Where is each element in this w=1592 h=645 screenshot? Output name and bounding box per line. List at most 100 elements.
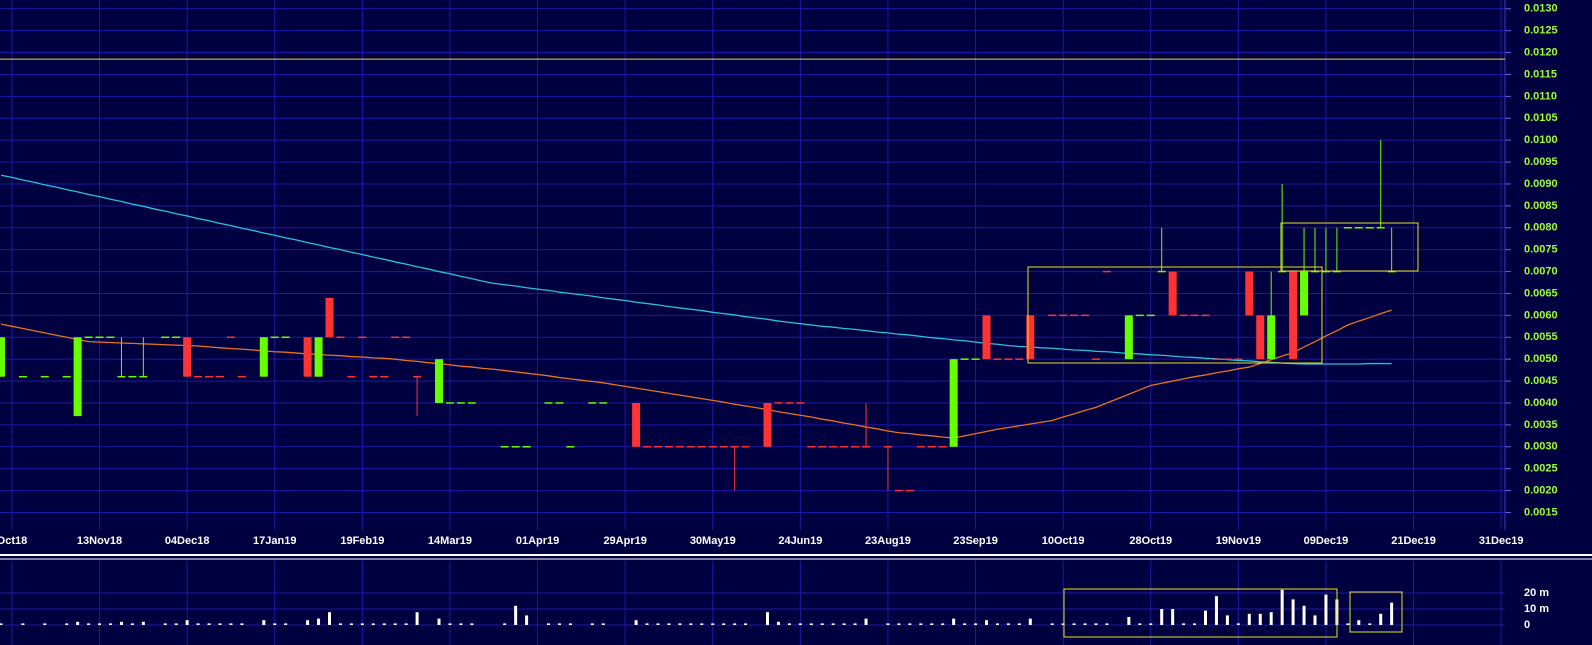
candle-body <box>303 337 312 377</box>
volume-bar <box>831 623 835 625</box>
volume-bar <box>514 605 518 625</box>
volume-bar <box>1182 623 1186 625</box>
volume-bar <box>1017 623 1021 625</box>
volume-bar <box>109 623 112 625</box>
volume-bar <box>76 621 80 625</box>
moving-average-line <box>0 174 1392 365</box>
range-box <box>1280 222 1419 272</box>
x-tick-label: 17Jan19 <box>253 535 296 547</box>
range-box <box>1027 266 1323 364</box>
volume-bar <box>733 623 737 625</box>
y-tick-label: 0.0120 <box>1524 46 1558 58</box>
x-tick-label: 01Apr19 <box>516 535 559 547</box>
y-tick-label: 0.0045 <box>1524 375 1558 387</box>
volume-bar <box>722 623 726 625</box>
volume-bar <box>163 623 167 625</box>
volume-tick-label: 20 m <box>1524 587 1549 599</box>
volume-bar <box>196 623 200 625</box>
volume-bar <box>65 623 69 625</box>
volume-bar <box>809 623 813 625</box>
volume-bar <box>1105 623 1109 625</box>
volume-bar <box>525 615 529 625</box>
volume-bar <box>1346 623 1350 625</box>
volume-bar <box>1280 589 1284 625</box>
y-tick-label: 0.0015 <box>1524 506 1558 518</box>
volume-box <box>1063 588 1338 638</box>
volume-bar <box>568 623 572 625</box>
volume-bar <box>360 623 364 625</box>
volume-bar <box>43 623 47 625</box>
y-tick-label: 0.0130 <box>1524 3 1558 15</box>
volume-bar <box>1028 618 1032 625</box>
volume-bar <box>864 618 868 625</box>
volume-bar <box>744 623 748 625</box>
volume-bar <box>930 623 934 625</box>
volume-bar <box>1313 615 1317 625</box>
volume-bar <box>1225 615 1229 625</box>
x-tick-label: 23Aug19 <box>865 535 911 547</box>
y-tick-label: 0.0080 <box>1524 222 1558 234</box>
volume-bar <box>1368 623 1372 625</box>
y-tick-label: 0.0115 <box>1524 68 1557 80</box>
volume-bar <box>1138 623 1142 625</box>
y-tick-label: 0.0040 <box>1524 397 1558 409</box>
candle-body <box>1245 271 1254 316</box>
y-tick-label: 0.0110 <box>1524 90 1557 102</box>
volume-bar <box>371 623 375 625</box>
volume-bar <box>711 623 715 625</box>
volume-bar <box>995 623 999 625</box>
y-tick-label: 0.0030 <box>1524 441 1558 453</box>
candle-body <box>1267 315 1276 360</box>
volume-bar <box>218 623 222 625</box>
y-tick-label: 0.0085 <box>1524 200 1558 212</box>
y-tick-label: 0.0105 <box>1524 112 1558 124</box>
volume-bar <box>557 623 561 625</box>
x-tick-label: 24Jun19 <box>778 535 822 547</box>
volume-bar <box>87 623 91 625</box>
volume-bar <box>0 623 3 625</box>
volume-bar <box>963 623 967 625</box>
volume-bar <box>1171 609 1175 625</box>
volume-bar <box>141 621 145 625</box>
volume-bar <box>897 623 901 625</box>
x-tick-label: Oct18 <box>0 535 27 547</box>
volume-bar <box>1204 610 1207 625</box>
volume-bar <box>1193 623 1197 625</box>
volume-bar <box>404 623 408 625</box>
candle-body <box>632 402 641 447</box>
volume-bar <box>842 623 846 625</box>
volume-bar <box>503 623 507 625</box>
volume-bar <box>1302 605 1306 625</box>
candle-body <box>1026 315 1035 360</box>
volume-bar <box>1291 599 1295 625</box>
volume-bar <box>601 623 605 625</box>
y-tick-label: 0.0060 <box>1524 309 1558 321</box>
volume-bar <box>985 620 988 625</box>
candle-body <box>314 337 323 377</box>
volume-bar <box>787 623 791 625</box>
volume-bar <box>1236 623 1240 625</box>
volume-bar <box>1160 609 1164 625</box>
volume-bar <box>393 623 397 625</box>
volume-bar <box>338 623 342 625</box>
volume-bar <box>1006 623 1010 625</box>
volume-bar <box>776 621 780 625</box>
candle-body <box>1256 315 1265 360</box>
volume-bar <box>656 623 660 625</box>
volume-bar <box>766 612 769 625</box>
volume-bar <box>130 623 134 625</box>
volume-bar <box>470 623 474 625</box>
volume-bar <box>98 623 102 625</box>
candle-body <box>0 337 5 377</box>
y-tick-label: 0.0020 <box>1524 484 1558 496</box>
candle-body <box>1124 315 1133 360</box>
volume-bar <box>590 623 594 625</box>
volume-bar <box>634 620 638 625</box>
x-tick-label: 29Apr19 <box>603 535 646 547</box>
y-tick-label: 0.0055 <box>1524 331 1558 343</box>
x-tick-label: 19Feb19 <box>340 535 384 547</box>
x-tick-label: 21Dec19 <box>1391 535 1436 547</box>
y-tick-label: 0.0125 <box>1524 25 1558 37</box>
candle-body <box>1289 271 1298 360</box>
volume-bar <box>185 620 189 625</box>
